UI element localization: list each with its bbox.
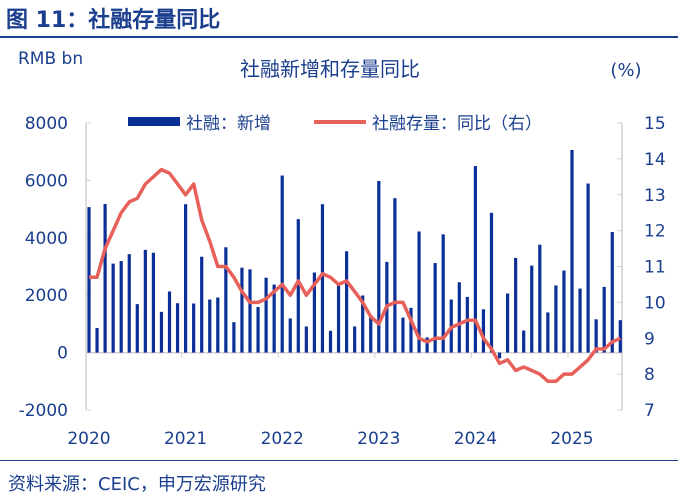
- bar: [208, 299, 212, 353]
- bar: [296, 219, 300, 353]
- left-tick-label: 6000: [25, 171, 68, 191]
- bar: [200, 256, 204, 353]
- bar: [328, 330, 333, 353]
- source-divider: [0, 460, 678, 461]
- bar: [280, 175, 284, 353]
- bar: [184, 204, 188, 353]
- bar: [224, 247, 228, 353]
- bar: [361, 295, 365, 353]
- bar: [401, 317, 405, 353]
- title-divider: [0, 36, 678, 38]
- bar: [135, 304, 139, 353]
- x-tick-label: 2024: [454, 429, 497, 449]
- legend-bar-label: 社融：新增: [186, 114, 271, 134]
- bar: [433, 263, 437, 353]
- bar: [143, 249, 147, 353]
- right-tick-label: 9: [644, 329, 655, 349]
- bar: [465, 296, 469, 353]
- bar: [288, 318, 292, 353]
- source-note: 资料来源：CEIC，申万宏源研究: [8, 474, 266, 495]
- chart: RMB bn 社融新增和存量同比 (%) -2000 0 2000 4000 6000 8…: [18, 49, 666, 449]
- bar: [538, 244, 542, 353]
- bar: [393, 198, 397, 353]
- bar: [240, 267, 244, 353]
- bar: [562, 270, 566, 353]
- bar: [111, 263, 115, 353]
- bar: [618, 320, 622, 353]
- bar: [554, 285, 558, 353]
- x-tick-label: 2023: [357, 429, 400, 449]
- bar: [473, 166, 477, 353]
- bar: [425, 337, 429, 353]
- bar: [522, 330, 526, 353]
- bar: [256, 306, 260, 353]
- bar: [353, 326, 357, 353]
- right-axis-label: (%): [610, 60, 641, 81]
- right-tick-label: 14: [644, 150, 666, 170]
- left-tick-label: 4000: [25, 229, 68, 249]
- right-tick-label: 8: [644, 365, 655, 385]
- legend-bar-swatch: [128, 117, 180, 126]
- x-tick-label: 2025: [550, 429, 593, 449]
- right-tick-label: 12: [644, 222, 666, 242]
- bar: [514, 257, 518, 353]
- bar: [192, 303, 196, 353]
- bar: [272, 284, 276, 353]
- bar: [320, 204, 325, 353]
- right-tick-label: 7: [644, 401, 655, 421]
- right-tick-label: 10: [644, 293, 666, 313]
- left-axis-label: RMB bn: [18, 49, 83, 69]
- bar: [304, 326, 308, 353]
- bar: [497, 352, 502, 359]
- bar: [119, 261, 123, 353]
- bar: [481, 309, 486, 353]
- figure-title: 图 11：社融存量同比: [6, 8, 221, 33]
- bar: [506, 293, 510, 353]
- bar: [345, 251, 349, 353]
- bar: [594, 319, 598, 353]
- bar: [175, 303, 180, 353]
- x-tick-label: 2021: [164, 429, 207, 449]
- bar: [441, 234, 445, 353]
- bar: [151, 252, 155, 353]
- right-tick-label: 11: [644, 258, 666, 278]
- left-tick-label: 2000: [25, 286, 68, 306]
- bar: [586, 183, 590, 353]
- bar: [610, 232, 614, 353]
- bar: [457, 282, 461, 353]
- chart-title: 社融新增和存量同比: [240, 57, 420, 81]
- bar: [578, 288, 582, 353]
- bar: [409, 307, 413, 353]
- bar: [369, 315, 373, 353]
- growth-line: [89, 167, 622, 384]
- bar: [248, 269, 252, 353]
- bar: [127, 254, 131, 353]
- bar: [377, 180, 381, 353]
- right-tick-label: 13: [644, 186, 666, 206]
- bar: [336, 282, 341, 353]
- x-tick-label: 2020: [67, 429, 110, 449]
- bar: [312, 272, 316, 353]
- bar: [530, 265, 534, 353]
- bar: [602, 286, 606, 353]
- bar: [87, 207, 91, 353]
- left-tick-label: 0: [57, 344, 68, 364]
- bar: [95, 328, 99, 353]
- legend-line-label: 社融存量：同比（右）: [372, 114, 542, 134]
- legend: 社融：新增 社融存量：同比（右）: [128, 114, 542, 134]
- bar: [167, 291, 172, 353]
- x-tick-label: 2022: [261, 429, 304, 449]
- left-tick-label: -2000: [19, 401, 68, 421]
- bar: [232, 322, 236, 353]
- right-tick-label: 15: [644, 114, 666, 134]
- bar: [103, 203, 107, 353]
- bar: [264, 277, 268, 353]
- bar: [489, 212, 494, 353]
- bar: [570, 149, 574, 353]
- bar: [159, 311, 164, 353]
- bar: [546, 312, 550, 353]
- left-tick-label: 8000: [25, 114, 68, 134]
- bar: [417, 231, 421, 353]
- bar: [216, 297, 220, 353]
